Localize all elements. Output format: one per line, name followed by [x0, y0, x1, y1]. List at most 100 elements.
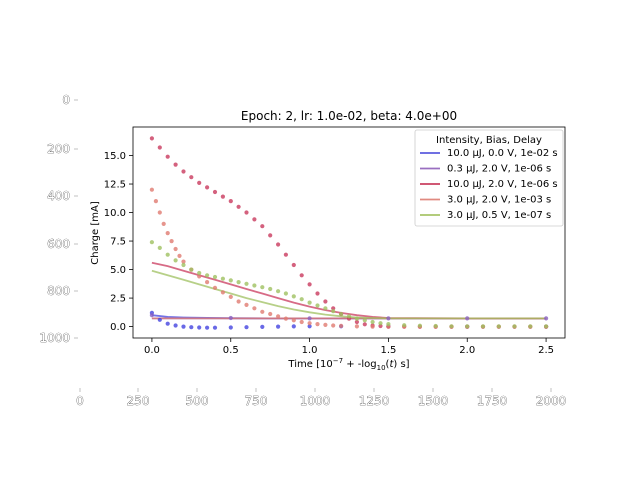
- data-point-series-3: [315, 291, 320, 296]
- x-tick-label: 0.5: [223, 345, 239, 356]
- data-point-series-3: [323, 299, 328, 304]
- data-point-series-5: [228, 278, 233, 283]
- data-point-series-3: [276, 242, 281, 247]
- data-point-series-3: [165, 154, 170, 159]
- data-point-series-1: [212, 325, 218, 330]
- data-point-series-5: [260, 285, 265, 290]
- data-point-series-1: [228, 325, 233, 330]
- data-point-series-4: [157, 210, 162, 215]
- x-axis-label-part: −7: [333, 357, 343, 365]
- data-point-series-1: [165, 321, 170, 326]
- data-point-series-4: [177, 253, 182, 258]
- data-point-series-1: [307, 324, 312, 329]
- data-point-series-3: [236, 204, 241, 209]
- data-point-series-5: [149, 240, 154, 245]
- data-point-series-4: [283, 316, 288, 321]
- outer-y-tick-label: 400: [47, 189, 70, 203]
- data-point-series-3: [228, 199, 233, 204]
- data-point-series-4: [315, 322, 320, 327]
- data-point-series-5: [197, 270, 202, 276]
- series-line-3: [151, 261, 547, 320]
- outer-x-tick-label: 1250: [359, 394, 390, 408]
- data-point-series-5: [252, 283, 257, 288]
- series-line-5: [151, 269, 547, 320]
- data-point-series-3: [291, 262, 296, 268]
- legend-entries: 10.0 μJ, 0.0 V, 1e-02 s 0.3 μJ, 2.0 V, 1e…: [420, 148, 558, 221]
- data-point-series-4: [153, 199, 158, 204]
- data-point-series-3: [205, 185, 210, 190]
- data-point-series-3: [220, 194, 225, 199]
- data-point-series-5: [220, 276, 225, 281]
- legend-entry-label: 0.3 μJ, 2.0 V, 1e-06 s: [447, 164, 551, 175]
- y-tick-label: 7.5: [110, 237, 126, 248]
- data-point-series-5: [291, 294, 296, 299]
- y-tick-label: 12.5: [104, 180, 126, 191]
- data-point-series-5: [449, 324, 454, 329]
- data-point-series-4: [212, 285, 218, 290]
- x-axis-label-part: Time [10: [287, 359, 332, 370]
- data-point-series-5: [378, 321, 383, 326]
- data-point-series-5: [370, 319, 375, 325]
- data-point-series-1: [244, 325, 249, 330]
- data-point-series-5: [354, 316, 359, 321]
- series-points: [149, 136, 549, 330]
- x-tick-label: 0.0: [144, 345, 160, 356]
- data-point-series-5: [433, 323, 438, 329]
- y-tick-label: 2.5: [110, 294, 126, 305]
- legend-entry-label: 3.0 μJ, 0.5 V, 1e-07 s: [447, 210, 551, 221]
- data-point-series-1: [197, 325, 202, 330]
- data-point-series-5: [331, 309, 336, 314]
- data-point-series-4: [331, 323, 336, 328]
- x-tick-label: 1.0: [302, 345, 318, 356]
- data-point-series-4: [161, 221, 166, 226]
- legend-entry-label: 10.0 μJ, 0.0 V, 1e-02 s: [447, 148, 558, 159]
- data-point-series-4: [299, 319, 304, 325]
- data-point-series-1: [189, 325, 194, 330]
- data-point-series-5: [512, 324, 517, 329]
- x-axis-label-part: 10: [377, 364, 386, 372]
- data-point-series-5: [205, 273, 210, 278]
- data-point-series-4: [354, 324, 359, 329]
- outer-x-tick-label: 1750: [477, 394, 508, 408]
- data-point-series-4: [173, 246, 178, 252]
- data-point-series-4: [236, 299, 241, 304]
- data-point-series-5: [528, 324, 533, 329]
- x-tick-label: 1.5: [380, 345, 396, 356]
- data-point-series-1: [181, 324, 186, 329]
- x-axis-label: Time [10−7 + -log10(t) s]: [287, 357, 409, 372]
- outer-y-tick-label: 600: [47, 237, 70, 251]
- data-point-series-3: [212, 189, 218, 195]
- outer-y-tick-label: 1000: [39, 331, 70, 345]
- data-point-series-1: [276, 324, 281, 329]
- data-point-series-5: [465, 324, 470, 329]
- data-point-series-5: [268, 286, 273, 292]
- data-point-series-5: [244, 281, 249, 286]
- data-point-series-5: [212, 274, 218, 280]
- data-point-series-5: [173, 258, 178, 263]
- data-point-series-5: [339, 311, 344, 317]
- x-axis-label-part: ) s]: [393, 359, 409, 370]
- y-tick-label: 15.0: [104, 151, 126, 162]
- data-point-series-3: [354, 319, 359, 325]
- data-point-series-4: [339, 323, 344, 328]
- data-point-series-3: [149, 136, 154, 141]
- data-point-series-4: [268, 311, 273, 317]
- data-point-series-5: [157, 245, 162, 250]
- data-point-series-4: [205, 280, 210, 285]
- data-point-series-4: [149, 187, 154, 192]
- data-point-series-5: [480, 324, 486, 329]
- y-axis-label: Charge [mA]: [90, 201, 101, 265]
- data-point-series-5: [307, 300, 312, 305]
- data-point-series-5: [496, 324, 501, 329]
- outer-x-tick-label: 1500: [418, 394, 449, 408]
- outer-x-tick-label: 0: [76, 394, 84, 408]
- legend-entry-label: 3.0 μJ, 2.0 V, 1e-03 s: [447, 195, 551, 206]
- outer-image-axes: 0 200 400 600 800 1000 0 250 500 750 1000 1250 1500 1…: [39, 93, 566, 409]
- data-point-series-3: [268, 233, 273, 238]
- outer-x-tick-label: 500: [186, 394, 209, 408]
- chart-title: Epoch: 2, lr: 1.0e-02, beta: 4.0e+00: [241, 109, 457, 123]
- data-point-series-5: [276, 289, 281, 294]
- data-point-series-3: [181, 169, 186, 174]
- data-point-series-1: [205, 325, 210, 330]
- outer-y-tick-label: 800: [47, 284, 70, 298]
